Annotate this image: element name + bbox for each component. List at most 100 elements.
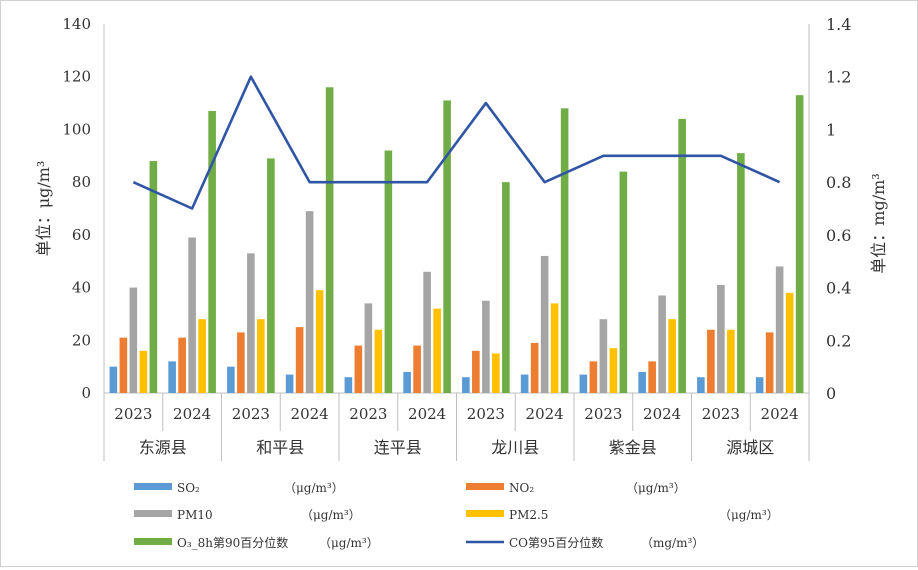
bar-4 [443,100,451,393]
legend-swatch [134,483,172,490]
legend-name: SO₂ [177,481,200,495]
left-y-tick-label: 20 [72,331,91,349]
left-y-tick-label: 100 [62,120,91,138]
bar-3 [492,353,500,393]
x-group-label: 龙川县 [491,438,539,457]
bar-1 [237,332,245,393]
legend-unit: （mg/m³） [641,536,704,550]
bar-0 [520,374,529,393]
bar-2 [717,284,725,393]
bar-4 [149,161,158,393]
bar-1 [589,361,598,393]
bar-0 [462,377,470,393]
bar-0 [285,374,294,393]
legend-name: PM10 [177,508,213,522]
line-layer [132,75,781,210]
bar-0 [109,366,118,393]
legend-name: O₃_8h第90百分位数 [177,535,288,550]
bar-3 [785,292,794,393]
left-y-tick-label: 40 [72,279,91,297]
x-year-label: 2024 [173,405,211,423]
legend-name: NO₂ [509,481,534,495]
right-y-tick-label: 0 [826,384,836,403]
bar-3 [315,290,324,393]
bar-3 [257,319,265,393]
x-year-label: 2023 [702,405,740,423]
legend: SO₂ （μg/m³） NO₂ （μg/m³） PM10 （μg/m³） PM2.5 （μg/… [134,481,779,550]
legend-swatch [466,483,504,490]
bar-0 [227,366,235,393]
legend-unit: （μg/m³） [284,481,344,495]
bar-4 [737,153,745,393]
bar-1 [707,329,715,393]
bar-4 [384,150,393,393]
bar-3 [374,329,383,393]
bar-4 [267,158,275,393]
bar-1 [765,332,774,393]
bar-3 [609,348,618,393]
left-y-axis-title: 单位：μg/m³ [34,161,53,257]
x-year-label: 2023 [114,405,152,423]
bar-2 [364,303,373,393]
bar-4 [208,110,216,393]
bar-2 [599,319,608,393]
left-y-tick-label: 140 [62,15,91,33]
x-year-label: 2023 [467,405,505,423]
bar-1 [648,361,656,393]
bar-4 [795,95,804,393]
x-year-label: 2023 [584,405,622,423]
right-y-tick-label: 1.2 [826,68,851,87]
x-group-label: 紫金县 [609,438,657,457]
bar-2 [658,295,666,393]
legend-unit: （μg/m³） [319,536,379,550]
legend-swatch [134,538,172,545]
bar-3 [139,350,148,393]
bar-4 [678,118,686,393]
bar-4 [619,171,628,393]
bar-0 [579,374,588,393]
bar-2 [129,287,138,393]
legend-name: PM2.5 [509,508,548,522]
right-y-tick-label: 1.4 [826,15,851,34]
bars-layer [109,87,804,393]
legend-swatch [134,510,172,517]
right-y-tick-label: 0.8 [826,173,851,192]
legend-unit: （μg/m³） [301,508,361,522]
right-y-tick-label: 0.2 [826,331,851,350]
x-year-label: 2024 [643,405,681,423]
x-group-label: 源城区 [726,438,774,457]
x-year-label: 2024 [291,405,329,423]
x-year-label: 2024 [526,405,564,423]
right-y-axis-title: 单位：mg/m³ [869,173,888,273]
left-y-tick-label: 80 [72,173,91,191]
bar-1 [119,337,128,393]
right-y-tick-label: 0.4 [826,279,851,298]
bar-3 [433,308,441,393]
co-line [132,75,781,210]
bar-2 [540,255,549,393]
bar-0 [344,377,353,393]
bar-2 [188,237,196,393]
bar-2 [423,271,431,393]
legend-unit: （μg/m³） [626,481,686,495]
bar-4 [325,87,334,393]
bar-1 [472,350,480,393]
bar-0 [168,361,176,393]
x-group-label: 和平县 [256,438,304,457]
x-year-label: 2023 [232,405,270,423]
bar-2 [305,211,314,393]
x-group-label: 连平县 [374,438,422,457]
bar-3 [198,319,206,393]
bar-1 [413,345,421,393]
bar-1 [530,342,539,393]
bar-3 [550,303,559,393]
legend-name: CO第95百分位数 [509,535,603,550]
labels-layer: 0 20 40 60 80 100 120 140 0 0.2 0.4 0.6 0.8 1 1.2 1.4 单位… [34,15,888,457]
bar-0 [403,371,411,393]
x-year-label: 2024 [761,405,799,423]
x-year-label: 2023 [349,405,387,423]
left-y-tick-label: 60 [72,226,91,244]
bar-0 [755,377,764,393]
